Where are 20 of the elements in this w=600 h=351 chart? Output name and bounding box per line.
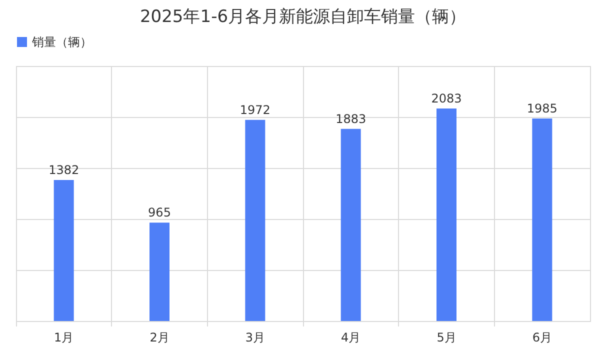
x-tick-label: 1月 [54,330,74,344]
x-tick-label: 5月 [436,330,456,344]
legend-label: 销量（辆） [31,35,92,49]
x-tick-label: 6月 [532,330,552,344]
x-tick-label: 3月 [245,330,265,344]
x-tick-label: 4月 [341,330,361,344]
bar [532,118,552,321]
bar [340,128,361,321]
x-tick-label: 2月 [150,330,170,344]
data-label: 1883 [336,112,366,126]
data-label: 1972 [240,102,270,117]
data-label: 2083 [431,92,462,106]
data-label: 1985 [526,102,558,116]
bar [245,120,266,321]
chart-title: 2025年1-6月各月新能源自卸车销量（辆） [140,7,466,27]
bar [150,222,170,321]
bar [436,108,456,321]
data-label: 965 [148,206,171,220]
bar [54,180,74,321]
data-label: 1382 [48,163,80,178]
